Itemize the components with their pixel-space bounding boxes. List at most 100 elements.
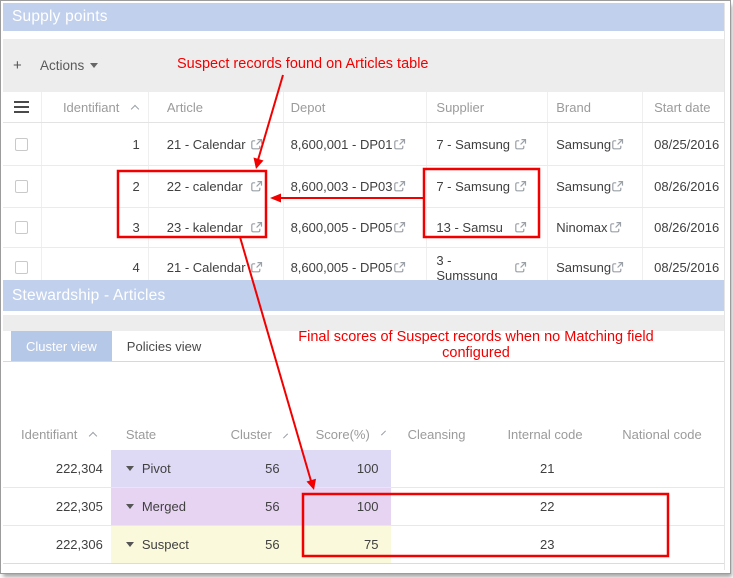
cell-identifiant: 222,306	[55, 537, 103, 552]
cell-internal-code: 23	[540, 537, 555, 552]
cell-identifiant: 222,305	[55, 499, 103, 514]
stewardship-panel-title: Stewardship - Articles	[3, 280, 725, 311]
column-header-depot[interactable]: Depot	[282, 92, 427, 122]
column-header-state[interactable]: State	[125, 427, 157, 442]
cell-identifiant: 1	[40, 123, 148, 165]
external-link-icon[interactable]	[611, 138, 624, 151]
external-link-icon[interactable]	[609, 221, 622, 234]
external-link-icon[interactable]	[393, 138, 406, 151]
supply-table-body: 1 21 - Calendar 8,600,001 - DP01 7 - Sam…	[3, 123, 725, 280]
add-icon[interactable]: +	[13, 57, 22, 74]
external-link-icon[interactable]	[514, 138, 527, 151]
cell-cluster: 56	[212, 450, 306, 487]
cell-start-date: 08/26/2016	[642, 166, 725, 207]
external-link-icon[interactable]	[393, 261, 406, 274]
column-header-start-date[interactable]: Start date	[642, 92, 725, 122]
annotation-final-scores: Final scores of Suspect records when no …	[298, 329, 654, 361]
table-row: 222,305 Merged 56 100 22	[3, 488, 725, 526]
cell-brand: Samsung	[547, 166, 642, 207]
cell-cleansing	[391, 526, 493, 563]
sort-asc-icon	[89, 431, 98, 441]
state-dropdown[interactable]: Suspect	[110, 526, 213, 563]
cell-internal-code: 21	[540, 461, 555, 476]
page-title: Supply points	[12, 8, 108, 25]
cell-depot: 8,600,001 - DP01	[282, 123, 427, 165]
external-link-icon[interactable]	[611, 261, 624, 274]
external-link-icon[interactable]	[250, 221, 263, 234]
column-header-national-code[interactable]: National code	[622, 427, 702, 442]
column-header-cleansing[interactable]: Cleansing	[407, 427, 466, 442]
column-header-supplier[interactable]: Supplier	[426, 92, 547, 122]
cell-cluster: 56	[212, 488, 306, 525]
checkbox-cell	[3, 248, 41, 280]
column-header-article[interactable]: Article	[147, 92, 283, 122]
column-header-internal-code[interactable]: Internal code	[507, 427, 583, 442]
section-title: Stewardship - Articles	[12, 286, 166, 304]
external-link-icon[interactable]	[393, 180, 406, 193]
stewardship-table-header: Identifiant State Cluster Score(%) Clean…	[3, 419, 725, 450]
external-link-icon[interactable]	[514, 221, 527, 234]
supply-points-panel-title: Supply points	[3, 3, 725, 31]
row-checkbox[interactable]	[15, 180, 29, 193]
checkbox-cell	[3, 166, 41, 207]
cell-article: 22 - calendar	[147, 166, 283, 207]
panel-right-edge	[724, 3, 725, 570]
cell-cleansing	[391, 450, 493, 487]
external-link-icon[interactable]	[393, 221, 406, 234]
external-link-icon[interactable]	[514, 261, 527, 274]
cell-article: 21 - Calendar	[147, 248, 283, 280]
cell-brand: Samsung	[547, 123, 642, 165]
stewardship-table-body: 222,304 Pivot 56 100 21 222,305 Merged 5…	[3, 450, 725, 564]
row-checkbox[interactable]	[15, 221, 29, 234]
cell-start-date: 08/25/2016	[642, 248, 725, 280]
state-dropdown[interactable]: Pivot	[110, 450, 213, 487]
cell-article: 21 - Calendar	[147, 123, 283, 165]
state-dropdown[interactable]: Merged	[110, 488, 213, 525]
supply-toolbar: + Actions	[3, 39, 725, 92]
sort-asc-icon	[282, 433, 288, 439]
cell-start-date: 08/26/2016	[642, 208, 725, 247]
chevron-down-icon	[125, 542, 134, 547]
checkbox-cell	[3, 123, 41, 165]
cell-internal-code: 22	[540, 499, 555, 514]
row-checkbox[interactable]	[15, 261, 29, 274]
tab-cluster-view[interactable]: Cluster view	[11, 331, 112, 361]
external-link-icon[interactable]	[514, 180, 527, 193]
actions-label: Actions	[40, 58, 85, 73]
table-row: 3 23 - kalendar 8,600,005 - DP05 13 - Sa…	[3, 208, 725, 248]
cell-score: 100	[305, 450, 391, 487]
annotation-suspect-records: Suspect records found on Articles table	[177, 56, 429, 72]
column-header-brand[interactable]: Brand	[547, 92, 642, 122]
row-checkbox[interactable]	[15, 137, 29, 151]
cell-cleansing	[391, 488, 493, 525]
column-header-score[interactable]: Score(%)	[306, 419, 391, 450]
cell-depot: 8,600,003 - DP03	[282, 166, 427, 207]
chevron-down-icon	[90, 63, 99, 68]
tab-policies-view[interactable]: Policies view	[126, 338, 202, 354]
cell-supplier: 3 - Sumssung	[426, 248, 547, 280]
chevron-down-icon	[125, 466, 134, 471]
cell-start-date: 08/25/2016	[642, 123, 725, 165]
cell-cluster: 56	[212, 526, 306, 563]
cell-supplier: 13 - Samsu	[426, 208, 547, 247]
external-link-icon[interactable]	[611, 180, 624, 193]
external-link-icon[interactable]	[250, 180, 263, 193]
cell-depot: 8,600,005 - DP05	[282, 208, 427, 247]
cell-identifiant: 222,304	[55, 461, 103, 476]
external-link-icon[interactable]	[250, 138, 263, 151]
menu-header-cell[interactable]	[3, 92, 41, 122]
column-header-identifiant[interactable]: Identifiant	[40, 92, 148, 122]
cell-brand: Ninomax	[547, 208, 642, 247]
checkbox-cell	[3, 208, 41, 247]
column-header-cluster[interactable]: Cluster	[213, 419, 306, 450]
cell-score: 75	[305, 526, 391, 563]
cell-national-code	[602, 526, 725, 563]
external-link-icon[interactable]	[250, 261, 263, 274]
table-row: 222,306 Suspect 56 75 23	[3, 526, 725, 564]
actions-menu-button[interactable]: Actions	[40, 58, 99, 73]
table-row: 222,304 Pivot 56 100 21	[3, 450, 725, 488]
cell-identifiant: 4	[40, 248, 148, 280]
table-row: 2 22 - calendar 8,600,003 - DP03 7 - Sam…	[3, 166, 725, 208]
sort-desc-icon	[380, 430, 386, 436]
column-header-identifiant[interactable]: Identifiant	[3, 419, 111, 450]
